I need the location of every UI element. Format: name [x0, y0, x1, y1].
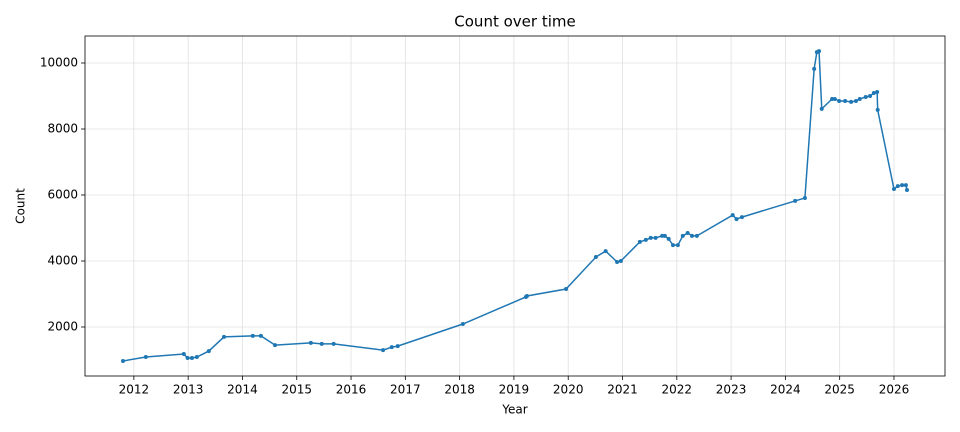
data-point	[832, 96, 837, 101]
data-point	[185, 356, 190, 361]
data-point	[593, 255, 598, 260]
x-tick-label: 2024	[770, 383, 801, 397]
data-point	[670, 243, 675, 248]
data-point	[843, 98, 848, 103]
data-point	[221, 334, 226, 339]
x-tick-label: 2022	[662, 383, 693, 397]
data-point	[121, 358, 126, 363]
data-point	[662, 233, 667, 238]
plot-frame	[84, 35, 946, 377]
y-tick-label: 8000	[47, 121, 78, 135]
y-axis-label: Count	[14, 188, 28, 224]
x-tick-label: 2018	[444, 383, 475, 397]
data-point	[381, 348, 386, 353]
data-point	[206, 349, 211, 354]
data-point	[258, 333, 263, 338]
data-point	[389, 345, 394, 350]
data-point	[853, 98, 858, 103]
data-point	[618, 258, 623, 263]
x-tick-label: 2025	[824, 383, 855, 397]
x-tick-label: 2020	[553, 383, 584, 397]
data-point	[643, 237, 648, 242]
grid	[85, 36, 945, 376]
data-point	[331, 341, 336, 346]
data-point	[615, 259, 620, 264]
data-point	[817, 49, 822, 54]
y-tick-label: 6000	[47, 187, 78, 201]
data-point	[564, 287, 569, 292]
data-point	[730, 213, 735, 218]
data-point	[734, 217, 739, 222]
data-point	[637, 239, 642, 244]
data-point	[319, 341, 324, 346]
chart-title: Count over time	[454, 13, 575, 31]
data-point	[903, 183, 908, 188]
data-point	[891, 187, 896, 192]
data-point	[653, 235, 658, 240]
data-point	[308, 340, 313, 345]
data-point	[685, 230, 690, 235]
data-point	[793, 198, 798, 203]
data-point	[837, 98, 842, 103]
x-tick-label: 2016	[336, 383, 367, 397]
x-tick-label: 2023	[716, 383, 747, 397]
data-point	[181, 352, 186, 357]
y-tick-label: 4000	[47, 253, 78, 267]
x-tick-label: 2014	[227, 383, 258, 397]
data-point	[273, 343, 278, 348]
data-point	[739, 215, 744, 220]
data-point	[895, 184, 900, 189]
data-point	[812, 66, 817, 71]
x-tick-label: 2026	[879, 383, 910, 397]
data-point	[143, 355, 148, 360]
data-point	[863, 94, 868, 99]
data-point	[680, 233, 685, 238]
data-point	[875, 107, 880, 112]
data-point	[868, 93, 873, 98]
data-point	[194, 355, 199, 360]
data-point	[675, 243, 680, 248]
data-point	[250, 333, 255, 338]
data-point	[871, 91, 876, 96]
x-tick-label: 2017	[390, 383, 421, 397]
data-point	[802, 195, 807, 200]
data-point	[875, 90, 880, 95]
data-point	[689, 233, 694, 238]
data-point	[694, 233, 699, 238]
x-tick-label: 2015	[281, 383, 312, 397]
data-point	[900, 183, 905, 188]
x-tick-label: 2012	[119, 383, 150, 397]
data-point	[395, 344, 400, 349]
x-tick-label: 2021	[607, 383, 638, 397]
y-tick-label: 2000	[47, 319, 78, 333]
data-line	[122, 49, 908, 362]
data-point	[189, 356, 194, 361]
x-axis-label: Year	[501, 403, 527, 417]
data-point	[666, 236, 671, 241]
x-tick-label: 2019	[499, 383, 530, 397]
data-point	[603, 249, 608, 254]
y-tick-label: 10000	[40, 55, 78, 69]
data-point	[648, 235, 653, 240]
data-point	[904, 188, 909, 193]
data-point	[857, 96, 862, 101]
data-point	[819, 106, 824, 111]
data-point	[849, 99, 854, 104]
x-tick-label: 2013	[173, 383, 204, 397]
data-point	[460, 322, 465, 327]
data-point	[524, 293, 529, 298]
